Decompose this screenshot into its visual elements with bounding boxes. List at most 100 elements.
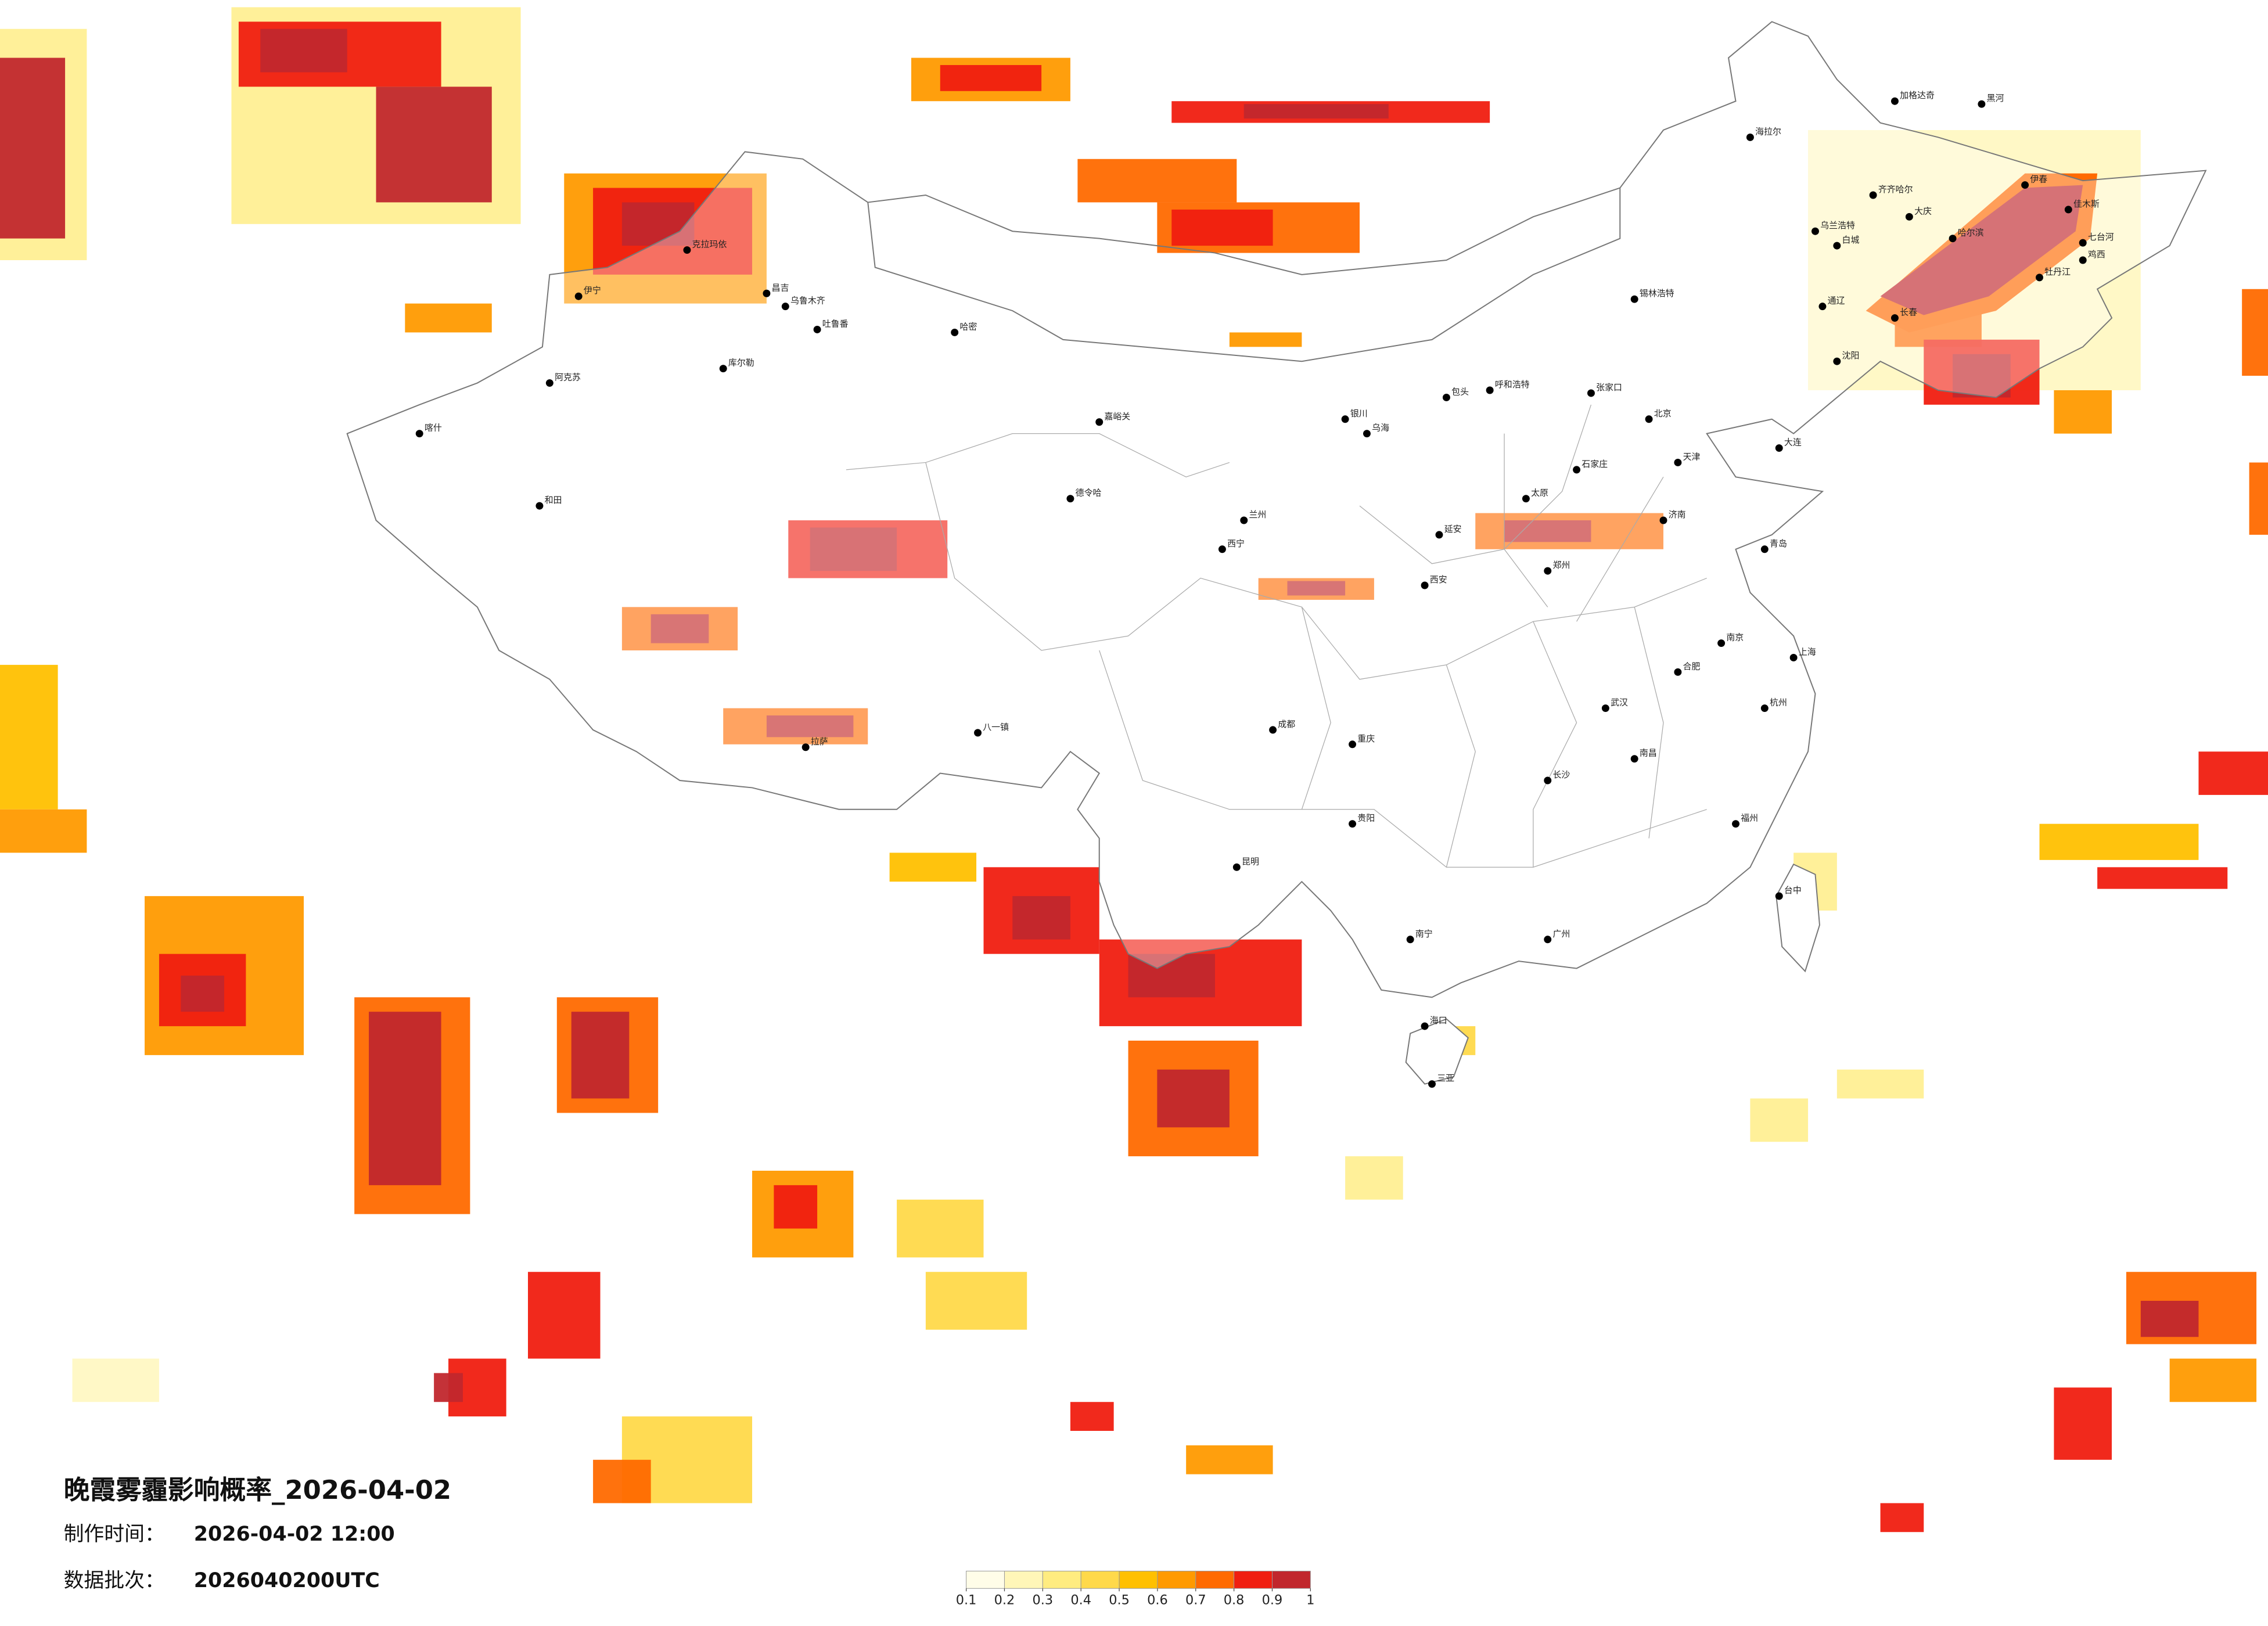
city-dot: [1775, 892, 1783, 900]
city-dot: [415, 430, 423, 438]
city-label: 哈尔滨: [1958, 228, 1984, 238]
colorbar: 0.1 0.2 0.3 0.4 0.5 0.6 0.7 0.8 0.9 1: [956, 1570, 1314, 1608]
city-label: 喀什: [425, 423, 442, 433]
city-dot: [1630, 295, 1638, 303]
haze-patch: [369, 1012, 441, 1185]
city-dot: [2064, 206, 2072, 214]
city-dot: [1833, 357, 1841, 365]
made-time: 2026-04-02 12:00: [194, 1523, 395, 1546]
city-label: 哈密: [959, 321, 977, 332]
city-dot: [1760, 545, 1769, 553]
city-label: 福州: [1741, 813, 1758, 823]
city-label: 成都: [1278, 719, 1295, 729]
haze-patch: [1077, 159, 1237, 203]
city-dot: [1674, 458, 1682, 466]
city-label: 佳木斯: [2073, 199, 2100, 209]
haze-patch: [571, 1012, 630, 1099]
city-label: 西安: [1430, 574, 1447, 585]
colorbar-box: [1157, 1570, 1196, 1589]
city-dot: [1630, 755, 1638, 763]
city-label: 加格达奇: [1900, 90, 1935, 100]
haze-patch: [2054, 1387, 2112, 1460]
city-label: 青岛: [1770, 538, 1787, 549]
city-dot: [1659, 516, 1667, 524]
haze-patch: [593, 1459, 651, 1503]
city-dot: [1428, 1080, 1436, 1088]
city-dot: [1349, 740, 1357, 749]
city-label: 伊宁: [584, 285, 601, 296]
city-label: 齐齐哈尔: [1878, 184, 1913, 195]
china-border: [346, 21, 2207, 998]
city-dot: [1789, 653, 1798, 661]
city-dot: [1363, 430, 1371, 438]
city-label: 大庆: [1914, 206, 1932, 216]
haze-patch: [925, 1272, 1027, 1330]
haze-patch: [889, 852, 977, 882]
city-dot: [1522, 495, 1530, 503]
city-label: 张家口: [1596, 382, 1622, 393]
batch: 2026040200UTC: [194, 1569, 380, 1592]
city-label: 南昌: [1640, 748, 1657, 758]
haze-patch: [2198, 751, 2268, 795]
haze-patch: [1953, 354, 2011, 398]
haze-patch: [1880, 1503, 1924, 1533]
city-dot: [1833, 242, 1841, 250]
city-dot: [1240, 516, 1248, 524]
city-label: 八一镇: [983, 722, 1009, 732]
colorbar-box: [1234, 1570, 1273, 1589]
city-label: 上海: [1799, 646, 1816, 657]
city-label: 银川: [1350, 408, 1368, 419]
city-dot: [1601, 704, 1609, 713]
city-dot: [1811, 227, 1819, 235]
city-label: 通辽: [1828, 296, 1845, 306]
city-label: 昌吉: [772, 282, 789, 293]
city-dot: [1818, 303, 1827, 311]
haze-patch: [2140, 1301, 2199, 1337]
colorbar-tick-label: 0.4: [1070, 1593, 1091, 1608]
colorbar-box: [1080, 1570, 1120, 1589]
city-label: 贵阳: [1357, 813, 1375, 823]
city-dot: [1905, 213, 1913, 221]
city-dot: [1869, 191, 1877, 199]
city-dot: [951, 328, 959, 336]
city-label: 杭州: [1770, 697, 1787, 708]
city-label: 鸡西: [2088, 249, 2105, 260]
city-label: 乌兰浩特: [1820, 220, 1855, 231]
city-label: 长春: [1900, 307, 1917, 318]
colorbar-tick-label: 0.6: [1147, 1593, 1168, 1608]
haze-patch: [2242, 289, 2268, 376]
city-label: 郑州: [1552, 560, 1570, 570]
colorbar-tick-label: 0.3: [1033, 1593, 1054, 1608]
city-dot: [1544, 567, 1552, 575]
colorbar-tick-label: 0.1: [956, 1593, 977, 1608]
city-dot: [1717, 639, 1726, 647]
city-dot: [1232, 863, 1241, 871]
city-label: 乌鲁木齐: [790, 296, 825, 306]
map-title: 晚霞雾霾影响概率_2026-04-02: [64, 1474, 452, 1505]
city-label: 三亚: [1437, 1073, 1454, 1084]
city-label: 广州: [1552, 929, 1570, 939]
batch-label: 数据批次：: [64, 1569, 165, 1592]
city-dot: [1066, 495, 1074, 503]
colorbar-tick-label: 0.5: [1109, 1593, 1130, 1608]
colorbar-box: [1004, 1570, 1043, 1589]
city-label: 德令哈: [1076, 488, 1102, 498]
haze-patch: [1345, 1156, 1403, 1200]
haze-patch: [0, 57, 66, 239]
haze-patch: [1880, 185, 2083, 315]
colorbar-tick-label: 0.9: [1262, 1593, 1283, 1608]
city-label: 拉萨: [811, 736, 828, 747]
city-dot: [1442, 393, 1450, 401]
haze-patch: [1287, 581, 1346, 596]
city-dot: [535, 502, 544, 510]
city-dot: [574, 292, 583, 300]
haze-patch: [1243, 104, 1389, 119]
city-label: 锡林浩特: [1640, 288, 1674, 298]
city-label: 重庆: [1357, 733, 1375, 744]
city-dot: [763, 289, 771, 297]
city-label: 伊春: [2030, 174, 2047, 185]
city-label: 七台河: [2088, 232, 2114, 242]
haze-patch: [810, 527, 897, 571]
